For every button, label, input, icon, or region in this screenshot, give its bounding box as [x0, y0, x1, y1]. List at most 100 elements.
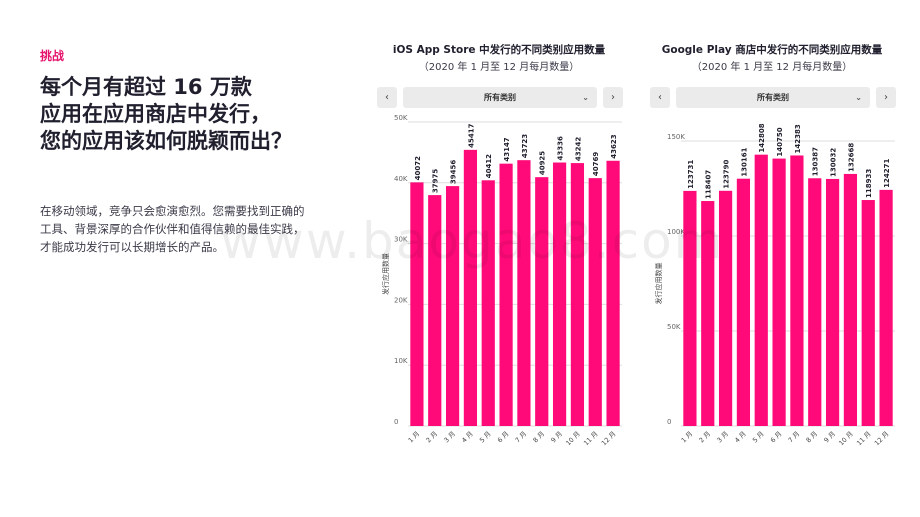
next-button[interactable]: ›: [876, 87, 896, 108]
x-tick-label: 9 月: [822, 430, 837, 445]
bar-value-label: 39456: [450, 160, 458, 184]
chart-controls: ‹ 所有类别 ⌄ ›: [649, 87, 896, 109]
bar: [463, 149, 478, 427]
category-dropdown[interactable]: 所有类别 ⌄: [403, 87, 597, 108]
x-tick-label: 5 月: [751, 430, 766, 445]
bar: [606, 160, 620, 426]
bar: [445, 186, 460, 426]
bar-value-label: 43242: [574, 137, 582, 161]
chevron-right-icon: ›: [884, 92, 888, 103]
bar-value-label: 130161: [740, 147, 748, 176]
bar: [736, 178, 751, 426]
bar: [825, 178, 840, 426]
headline: 每个月有超过 16 万款 应用在应用商店中发行， 您的应用该如何脱颖而出？: [40, 74, 350, 155]
bar: [535, 177, 549, 426]
bar-value-label: 40925: [539, 151, 547, 175]
x-tick-label: 9 月: [549, 430, 564, 445]
bar: [701, 201, 715, 426]
x-tick-label: 12 月: [873, 430, 891, 448]
headline-line: 应用在应用商店中发行，: [40, 102, 271, 126]
bar: [552, 162, 567, 426]
category-dropdown[interactable]: 所有类别 ⌄: [676, 87, 870, 108]
prev-button[interactable]: ‹: [650, 87, 670, 108]
x-tick-label: 6 月: [496, 430, 511, 445]
x-tick-label: 12 月: [600, 430, 618, 448]
bar: [499, 163, 513, 426]
prev-button[interactable]: ‹: [377, 87, 397, 108]
bar-value-label: 142808: [758, 123, 766, 152]
challenge-eyebrow: 挑战: [40, 49, 65, 63]
chevron-right-icon: ›: [611, 92, 615, 103]
bar-value-label: 43723: [521, 134, 529, 158]
y-tick-label: 150K: [667, 133, 685, 141]
bar: [879, 189, 893, 426]
y-tick-label: 100K: [667, 228, 685, 236]
bar-value-label: 124271: [883, 159, 891, 188]
bar-value-label: 43336: [557, 136, 565, 160]
x-tick-label: 3 月: [442, 430, 457, 445]
bar-value-label: 43147: [503, 137, 511, 161]
ios-chart-panel: iOS App Store 中发行的不同类别应用数量 （2020 年 1 月至 …: [376, 42, 623, 447]
chevron-left-icon: ‹: [658, 92, 662, 103]
bar-value-label: 40412: [485, 154, 493, 178]
y-tick-label: 50K: [394, 114, 408, 122]
x-tick-label: 8 月: [805, 430, 820, 445]
bar-value-label: 123731: [687, 160, 695, 189]
bar-value-label: 140750: [776, 127, 784, 156]
x-tick-label: 6 月: [769, 430, 784, 445]
chart-title: iOS App Store 中发行的不同类别应用数量: [392, 44, 606, 56]
bar: [843, 173, 858, 426]
bar-value-label: 40072: [414, 156, 422, 180]
chevron-left-icon: ‹: [385, 92, 389, 103]
y-tick-label: 0: [394, 418, 398, 426]
y-tick-label: 50K: [667, 323, 681, 331]
bar-value-label: 118407: [705, 170, 713, 199]
x-tick-label: 7 月: [787, 430, 802, 445]
bar-value-label: 123790: [723, 159, 731, 188]
bar-value-label: 37975: [432, 169, 440, 193]
bar-value-label: 130032: [830, 148, 838, 177]
bar-value-label: 43623: [610, 134, 618, 158]
y-tick-label: 10K: [394, 357, 408, 365]
chart-title: Google Play 商店中发行的不同类别应用数量: [661, 44, 883, 56]
y-tick-label: 0: [667, 418, 671, 426]
chevron-down-icon: ⌄: [582, 93, 589, 102]
x-tick-label: 4 月: [733, 430, 748, 445]
bar-value-label: 132668: [847, 143, 855, 172]
bar-value-label: 40769: [592, 152, 600, 176]
y-tick-label: 40K: [394, 175, 408, 183]
bar-value-label: 142383: [794, 124, 802, 153]
y-axis-label: 发行应用数量: [381, 253, 390, 295]
bar: [861, 200, 875, 426]
x-tick-label: 1 月: [680, 430, 695, 445]
chart-controls: ‹ 所有类别 ⌄ ›: [376, 87, 623, 109]
bar: [718, 190, 733, 426]
bar: [588, 178, 602, 426]
bar: [772, 158, 786, 426]
bar-value-label: 130387: [812, 147, 820, 176]
dropdown-label: 所有类别: [757, 93, 789, 102]
bar: [570, 163, 585, 427]
headline-line: 您的应用该如何脱颖而出？: [40, 129, 292, 153]
bar-value-label: 118933: [865, 169, 873, 198]
x-tick-label: 3 月: [715, 430, 730, 445]
x-tick-label: 2 月: [698, 430, 713, 445]
x-tick-label: 2 月: [425, 430, 440, 445]
body-text: 在移动领域，竞争只会愈演愈烈。您需要找到正确的工具、背景深厚的合作伙伴和值得信赖…: [40, 204, 305, 254]
y-axis-label: 发行应用数量: [654, 263, 663, 305]
bar: [808, 178, 822, 426]
x-tick-label: 1 月: [407, 430, 422, 445]
x-tick-label: 11 月: [582, 430, 600, 448]
headline-line: 每个月有超过 16 万款: [40, 75, 252, 99]
x-tick-label: 10 月: [837, 430, 855, 448]
chart-subtitle: （2020 年 1 月至 12 月每月数量）: [691, 62, 853, 73]
bar-value-label: 45417: [467, 123, 475, 147]
next-button[interactable]: ›: [603, 87, 623, 108]
dropdown-label: 所有类别: [484, 93, 516, 102]
y-tick-label: 30K: [394, 236, 408, 244]
x-tick-label: 7 月: [514, 430, 529, 445]
bar: [517, 160, 531, 426]
bar: [754, 154, 768, 426]
bar: [481, 180, 495, 426]
x-tick-label: 10 月: [564, 430, 582, 448]
